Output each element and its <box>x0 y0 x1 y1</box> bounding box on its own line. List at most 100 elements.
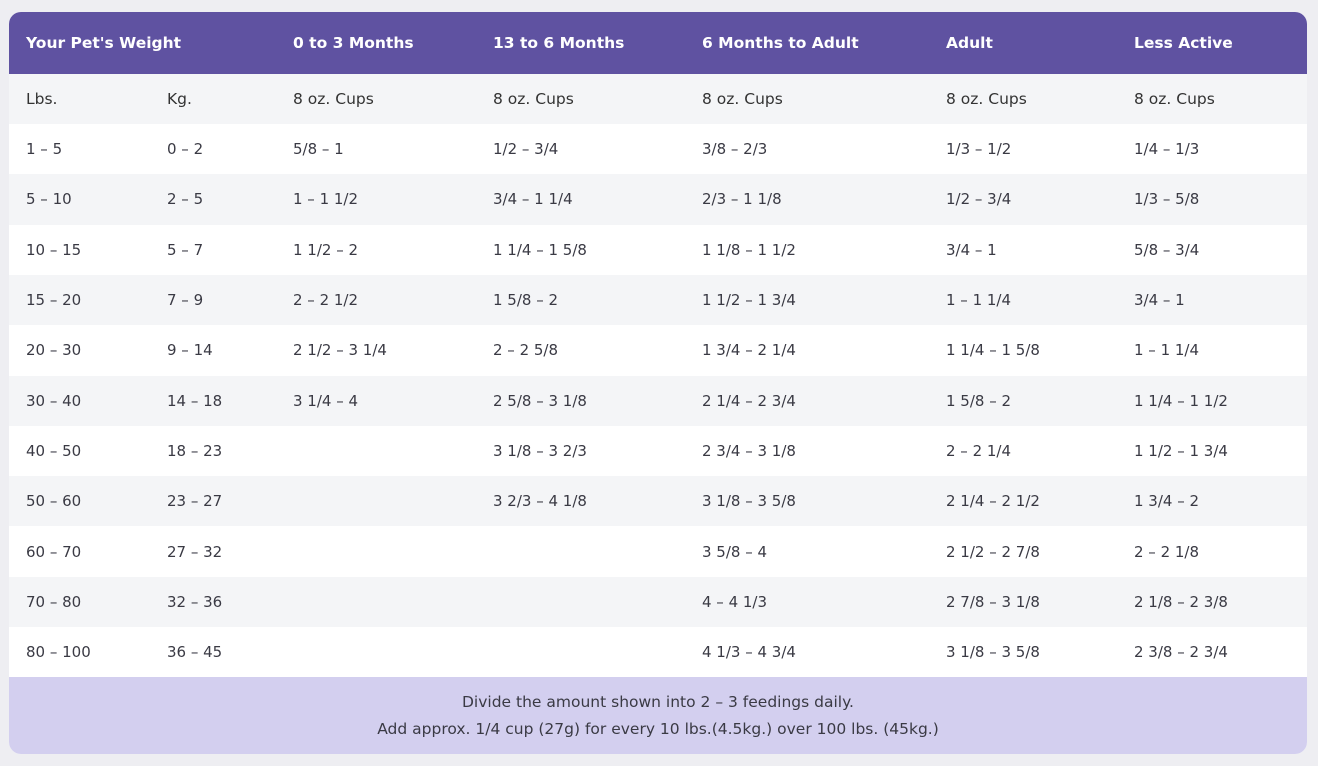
table-cell: 1 1/8 – 1 1/2 <box>702 240 796 259</box>
table-cell: 3 1/8 – 3 2/3 <box>493 441 587 460</box>
table-row: 50 – 60 23 – 27 3 2/3 – 4 1/8 3 1/8 – 3 5/8… <box>9 476 1307 527</box>
table-cell: 3 1/8 – 3 5/8 <box>946 643 1040 662</box>
table-cell: 1/4 – 1/3 <box>1134 140 1200 159</box>
table-cell: 2 5/8 – 3 1/8 <box>493 391 587 410</box>
table-cell: 3/4 – 1 1/4 <box>493 190 573 209</box>
table-row: 80 – 100 36 – 45 4 1/3 – 4 3/4 3 1/8 – 3 5/… <box>9 627 1307 677</box>
table-row: 60 – 70 27 – 32 3 5/8 – 4 2 1/2 – 2 7/8 2 – … <box>9 526 1307 576</box>
table-row: 5 – 10 2 – 5 1 – 1 1/2 3/4 – 1 1/4 2/3 – 1 1… <box>9 174 1307 225</box>
table-cell: 2 1/4 – 2 3/4 <box>702 391 796 410</box>
table-cell: 2 7/8 – 3 1/8 <box>946 592 1040 611</box>
footer-line: Add approx. 1/4 cup (27g) for every 10 l… <box>377 719 939 738</box>
table-cell: 1/2 – 3/4 <box>946 190 1012 209</box>
table-cell: 5/8 – 1 <box>293 140 344 159</box>
table-cell: 1/2 – 3/4 <box>493 140 559 159</box>
subheader-cell: Lbs. <box>26 90 58 108</box>
table-cell: 0 – 2 <box>167 140 204 159</box>
header-cell: 13 to 6 Months <box>493 34 625 52</box>
header-cell: 0 to 3 Months <box>293 34 414 52</box>
table-cell: 2 – 2 5/8 <box>493 341 559 360</box>
subheader-cell: 8 oz. Cups <box>293 90 374 108</box>
subheader-row: Lbs. Kg. 8 oz. Cups 8 oz. Cups 8 oz. Cups 8 o… <box>9 74 1307 124</box>
table-cell: 18 – 23 <box>167 441 223 460</box>
table-row: 40 – 50 18 – 23 3 1/8 – 3 2/3 2 3/4 – 3 1/8… <box>9 426 1307 476</box>
table-cell: 1 1/2 – 2 <box>293 240 359 259</box>
table-cell: 7 – 9 <box>167 291 204 310</box>
table-cell: 2 – 2 1/8 <box>1134 542 1200 561</box>
table-cell: 1 5/8 – 2 <box>946 391 1012 410</box>
table-cell: 2 1/2 – 3 1/4 <box>293 341 387 360</box>
footer-line: Divide the amount shown into 2 – 3 feedi… <box>462 692 854 711</box>
table-cell: 2 – 5 <box>167 190 204 209</box>
table-cell: 50 – 60 <box>26 492 82 511</box>
table-cell: 2 3/8 – 2 3/4 <box>1134 643 1228 662</box>
table-cell: 1/3 – 5/8 <box>1134 190 1200 209</box>
table-cell: 1 1/2 – 1 3/4 <box>702 291 796 310</box>
table-cell: 1 – 1 1/4 <box>946 291 1012 310</box>
subheader-cell: 8 oz. Cups <box>946 90 1027 108</box>
table-cell: 2 1/4 – 2 1/2 <box>946 492 1040 511</box>
table-cell: 60 – 70 <box>26 542 82 561</box>
table-cell: 5 – 10 <box>26 190 72 209</box>
table-cell: 1/3 – 1/2 <box>946 140 1012 159</box>
table-cell: 1 – 1 1/4 <box>1134 341 1200 360</box>
table-cell: 10 – 15 <box>26 240 82 259</box>
table-cell: 30 – 40 <box>26 391 82 410</box>
table-cell: 1 1/2 – 1 3/4 <box>1134 441 1228 460</box>
table-cell: 70 – 80 <box>26 592 82 611</box>
table-cell: 3 2/3 – 4 1/8 <box>493 492 587 511</box>
table-cell: 5 – 7 <box>167 240 204 259</box>
table-cell: 2 1/2 – 2 7/8 <box>946 542 1040 561</box>
table-cell: 2 1/8 – 2 3/8 <box>1134 592 1228 611</box>
table-cell: 36 – 45 <box>167 643 223 662</box>
table-cell: 4 – 4 1/3 <box>702 592 768 611</box>
table-cell: 27 – 32 <box>167 542 223 561</box>
table-cell: 1 1/4 – 1 5/8 <box>946 341 1040 360</box>
table-cell: 15 – 20 <box>26 291 82 310</box>
table-row: 30 – 40 14 – 18 3 1/4 – 4 2 5/8 – 3 1/8 2 1/… <box>9 375 1307 426</box>
table-cell: 3/4 – 1 <box>946 240 997 259</box>
header-cell: 6 Months to Adult <box>702 34 859 52</box>
header-row: Your Pet's Weight 0 to 3 Months 13 to 6 Mo… <box>9 12 1307 74</box>
table-cell: 1 5/8 – 2 <box>493 291 559 310</box>
table-cell: 3/8 – 2/3 <box>702 140 768 159</box>
table-cell: 2 – 2 1/4 <box>946 441 1012 460</box>
table-cell: 20 – 30 <box>26 341 82 360</box>
table-cell: 32 – 36 <box>167 592 223 611</box>
table-row: 1 – 5 0 – 2 5/8 – 1 1/2 – 3/4 3/8 – 2/3 1/3 –… <box>9 124 1307 174</box>
table-cell: 2/3 – 1 1/8 <box>702 190 782 209</box>
table-cell: 9 – 14 <box>167 341 213 360</box>
subheader-cell: Kg. <box>167 90 192 108</box>
table-cell: 1 – 5 <box>26 140 63 159</box>
footer-note: Divide the amount shown into 2 – 3 feedi… <box>9 677 1307 754</box>
subheader-cell: 8 oz. Cups <box>1134 90 1215 108</box>
table-cell: 3 5/8 – 4 <box>702 542 768 561</box>
subheader-cell: 8 oz. Cups <box>702 90 783 108</box>
table-cell: 40 – 50 <box>26 441 82 460</box>
header-cell: Adult <box>946 34 993 52</box>
table-cell: 3/4 – 1 <box>1134 291 1185 310</box>
table-row: 20 – 30 9 – 14 2 1/2 – 3 1/4 2 – 2 5/8 1 3/4… <box>9 325 1307 375</box>
table-cell: 1 3/4 – 2 <box>1134 492 1200 511</box>
table-cell: 23 – 27 <box>167 492 223 511</box>
subheader-cell: 8 oz. Cups <box>493 90 574 108</box>
table-row: 10 – 15 5 – 7 1 1/2 – 2 1 1/4 – 1 5/8 1 1/8 … <box>9 225 1307 275</box>
table-cell: 80 – 100 <box>26 643 91 662</box>
table-cell: 5/8 – 3/4 <box>1134 240 1200 259</box>
table-cell: 14 – 18 <box>167 391 223 410</box>
feeding-table: Your Pet's Weight 0 to 3 Months 13 to 6 Mo… <box>9 12 1307 754</box>
table-cell: 1 3/4 – 2 1/4 <box>702 341 796 360</box>
header-cell: Your Pet's Weight <box>26 34 182 52</box>
table-cell: 2 – 2 1/2 <box>293 291 359 310</box>
table-cell: 1 1/4 – 1 1/2 <box>1134 391 1228 410</box>
table-row: 15 – 20 7 – 9 2 – 2 1/2 1 5/8 – 2 1 1/2 – 1 … <box>9 274 1307 326</box>
table-row: 70 – 80 32 – 36 4 – 4 1/3 2 7/8 – 3 1/8 2 1/… <box>9 576 1307 627</box>
table-cell: 1 1/4 – 1 5/8 <box>493 240 587 259</box>
table-cell: 1 – 1 1/2 <box>293 190 359 209</box>
table-cell: 3 1/8 – 3 5/8 <box>702 492 796 511</box>
table-cell: 4 1/3 – 4 3/4 <box>702 643 796 662</box>
header-cell: Less Active <box>1134 34 1233 52</box>
table-cell: 3 1/4 – 4 <box>293 391 359 410</box>
table-cell: 2 3/4 – 3 1/8 <box>702 441 796 460</box>
